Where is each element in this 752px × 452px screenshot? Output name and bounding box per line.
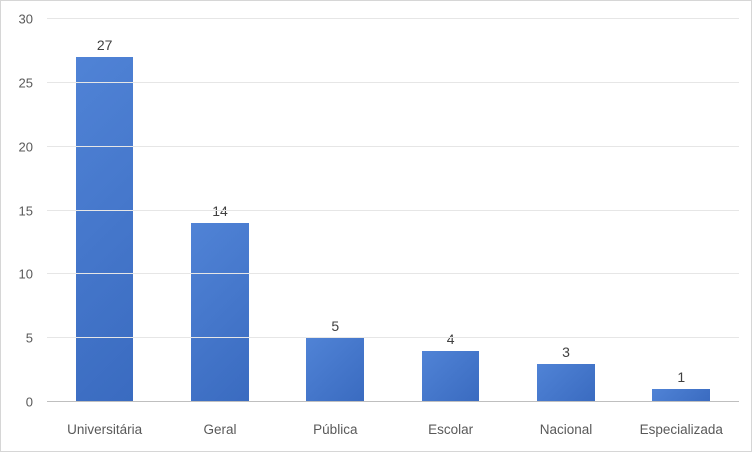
x-tick-label: Escolar (428, 422, 474, 437)
x-tick-label: Nacional (539, 422, 593, 437)
bar (652, 389, 711, 402)
bar-cell: 3 (508, 19, 623, 402)
bar (191, 223, 249, 402)
y-tick-label: 30 (18, 11, 33, 27)
bars-row: 27 14 5 4 3 1 (47, 19, 739, 402)
bar-cell: 1 (624, 19, 739, 402)
bar-cell: 14 (162, 19, 277, 402)
x-tick-label: Universitária (67, 422, 143, 437)
bar-value-label: 27 (96, 37, 113, 54)
y-tick-label: 10 (18, 266, 33, 282)
y-tick-label: 25 (18, 75, 33, 91)
y-tick-label: 15 (18, 203, 33, 218)
bar-cell: 27 (47, 19, 162, 402)
bar (537, 363, 595, 402)
gridline (47, 337, 739, 339)
x-axis-baseline (47, 401, 739, 402)
plot-area: 27 14 5 4 3 1 (47, 18, 739, 402)
x-tick-label: Especializada (639, 422, 723, 437)
gridline (47, 209, 739, 211)
bar-cell: 5 (278, 19, 393, 402)
x-tick-label: Pública (313, 422, 358, 437)
gridline (47, 81, 739, 83)
y-tick-label: 5 (25, 330, 33, 346)
bar-value-label: 5 (331, 318, 340, 335)
bar (75, 57, 134, 402)
x-tick-label: Geral (203, 422, 237, 437)
bar-value-label: 3 (562, 343, 570, 360)
bar (421, 350, 480, 402)
bar-value-label: 14 (212, 203, 228, 220)
bar (306, 338, 365, 402)
y-axis: 0 5 10 15 20 25 30 (1, 13, 39, 409)
y-tick-label: 20 (18, 139, 33, 155)
gridline (47, 18, 739, 19)
bar-cell: 4 (393, 19, 508, 402)
gridline (47, 273, 739, 275)
bar-value-label: 4 (446, 330, 455, 347)
bar-value-label: 1 (677, 369, 686, 386)
gridline (47, 145, 739, 147)
y-tick-label: 0 (25, 394, 33, 410)
x-axis: Universitária Geral Pública Escolar Nacional… (47, 419, 739, 441)
